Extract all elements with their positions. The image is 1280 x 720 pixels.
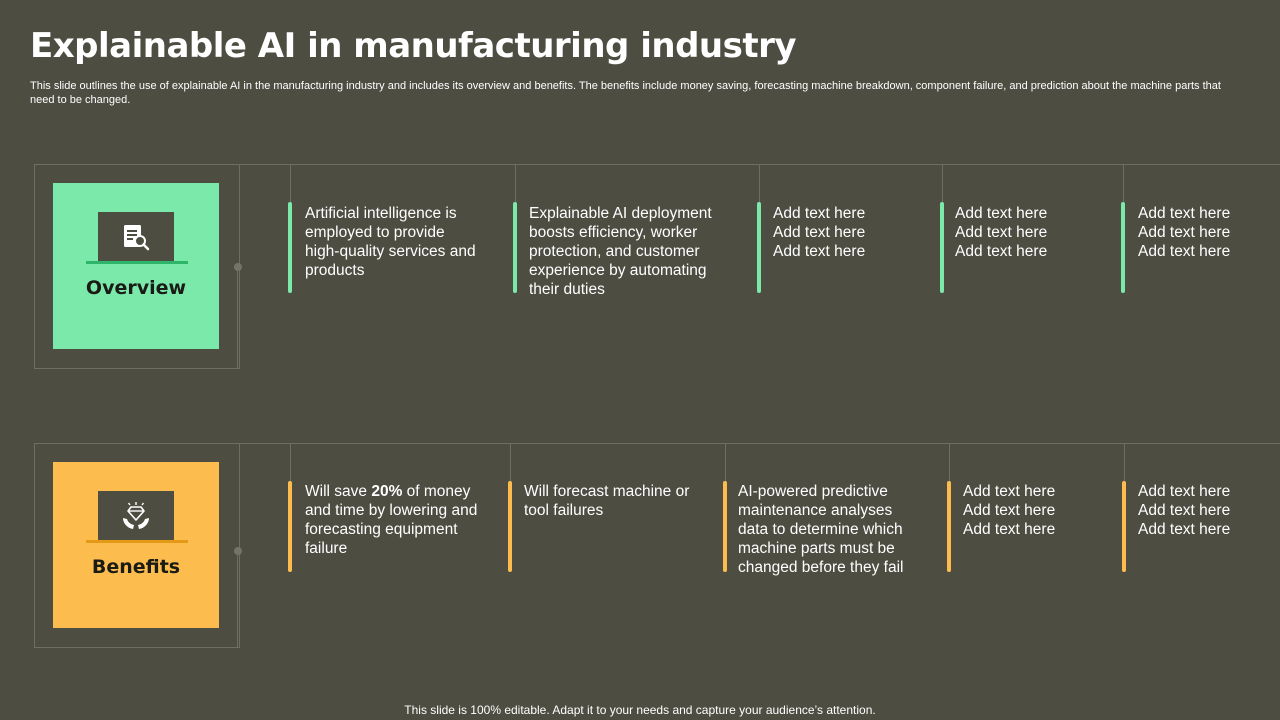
benefits-item-text: Add text here Add text here Add text her… [963,483,1056,538]
overview-item-text: Explainable AI deployment boosts efficie… [529,205,712,298]
benefits-divider [290,443,291,481]
benefits-divider [1124,443,1125,481]
benefits-item-text-before: Will save [305,483,372,500]
benefits-accent-bar [288,481,292,572]
benefits-accent-bar [723,481,727,572]
overview-item-text: Add text here Add text here Add text her… [773,205,866,260]
overview-divider [759,164,760,202]
benefits-frame [34,443,1280,648]
overview-divider [290,164,291,202]
benefits-divider [725,443,726,481]
benefits-accent-bar [508,481,512,572]
benefits-accent-bar [1122,481,1126,572]
benefits-connector-line [237,555,238,647]
benefits-item-text: Add text here Add text here Add text her… [1138,483,1231,538]
benefits-connector-dot [234,547,242,555]
overview-card: Overview [53,183,219,349]
overview-label: Overview [85,277,187,299]
benefits-accent-bar [947,481,951,572]
document-search-icon [124,225,150,251]
benefits-divider [510,443,511,481]
overview-accent-bar [1121,202,1125,293]
overview-divider [515,164,516,202]
benefits-label: Benefits [91,556,181,578]
benefits-item-text: Will forecast machine or tool failures [524,483,690,519]
benefits-laptop-base [86,540,188,543]
overview-accent-bar [513,202,517,293]
benefits-frame-box [34,444,240,648]
benefits-card: Benefits [53,462,219,628]
overview-item-text: Add text here Add text here Add text her… [1138,205,1231,260]
overview-laptop-base [86,261,188,264]
benefits-item-text: Will save 20% of money and time by lower… [305,482,485,558]
benefits-item-text: AI-powered predictive maintenance analys… [738,483,904,576]
slide-footer: This slide is 100% editable. Adapt it to… [404,703,876,717]
overview-item-text: Add text here Add text here Add text her… [955,205,1048,260]
slide-subtitle: This slide outlines the use of explainab… [30,80,1221,106]
benefits-highlight-percent: 20% [371,483,403,500]
slide-title: Explainable AI in manufacturing industry [30,26,797,66]
overview-accent-bar [288,202,292,293]
overview-accent-bar [757,202,761,293]
benefits-laptop-screen [98,491,174,541]
benefits-divider [949,443,950,481]
hands-diamond-icon [123,502,149,529]
overview-divider [942,164,943,202]
overview-connector-dot [234,263,242,271]
overview-laptop-screen [98,212,174,262]
overview-connector-line [237,271,238,368]
overview-accent-bar [940,202,944,293]
overview-item-text: Artificial intelligence is employed to p… [305,205,476,279]
overview-divider [1123,164,1124,202]
benefits-item-text-after: of money and time by lowering and foreca… [305,483,478,557]
